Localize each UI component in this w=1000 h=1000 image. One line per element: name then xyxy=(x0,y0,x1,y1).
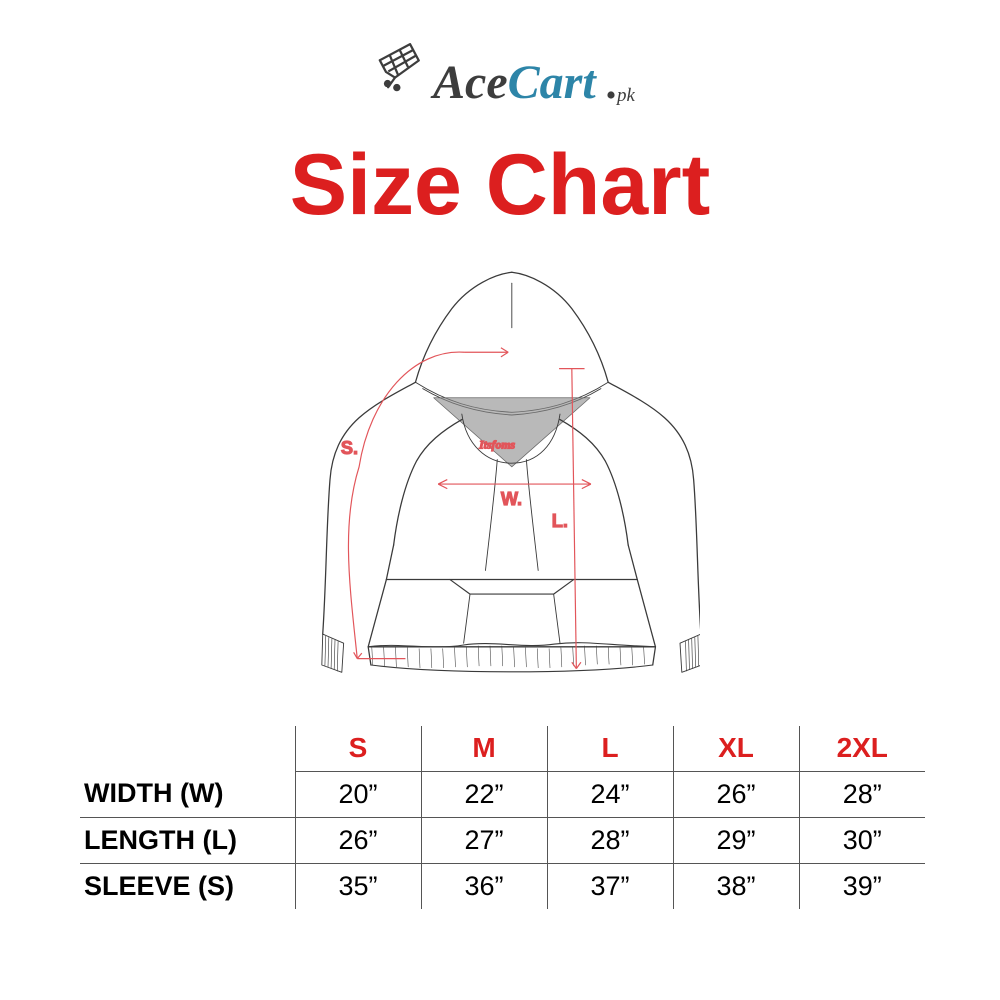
svg-text:Itsfoms: Itsfoms xyxy=(478,438,515,452)
svg-text:S.: S. xyxy=(341,438,358,458)
svg-text:pk: pk xyxy=(615,85,635,106)
svg-text:W.: W. xyxy=(501,489,522,509)
svg-text:AceCart: AceCart xyxy=(430,56,597,109)
svg-text:L.: L. xyxy=(552,511,568,531)
